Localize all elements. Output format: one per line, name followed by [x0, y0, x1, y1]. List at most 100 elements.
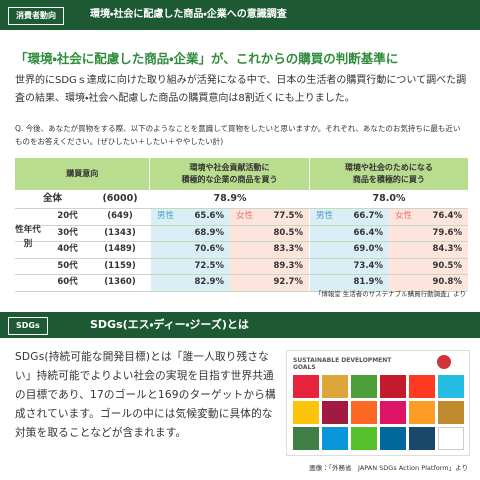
section-body: SDGs(持続可能な開発目標)とは「誰一人取り残さない」持続可能でよりよい社会の… [15, 351, 276, 439]
group-label: 性年代別 [15, 225, 41, 249]
age-label-cell: 60代 (1360) [15, 275, 150, 291]
age-rows: 性年代別 20代 (649) 男性 65.6% 女性 77.5% 男性 66.7% 女性 76.4%… [15, 209, 468, 292]
male-value: 68.9% [194, 227, 225, 238]
female-label: 女性 [395, 211, 413, 221]
source: 「博報堂 生活者のサステナブル購買行動調査」より [314, 290, 466, 298]
column-header-line: 環境や社会のためになる [344, 163, 433, 172]
value-cell: 男性 66.7% 女性 76.4% [309, 209, 468, 225]
male-value: 66.4% [353, 227, 384, 238]
female-value: 84.3% [432, 244, 463, 254]
sdg-tile [409, 375, 435, 398]
female-cell: 女性 77.5% [230, 209, 309, 225]
value-cell: 73.4% 90.5% [309, 258, 468, 274]
value-cell: 68.9% 80.5% [150, 225, 309, 241]
age-row: 60代 (1360) 82.9% 92.7% 81.9% 90.8% [15, 275, 468, 292]
age: 50代 [57, 260, 78, 271]
sdg-tile [438, 427, 464, 450]
logo-mark [437, 355, 451, 369]
sdg-tile [293, 375, 319, 398]
male-label: 男性 [316, 211, 334, 221]
female-cell: 84.3% [389, 242, 468, 258]
male-value: 69.0% [353, 244, 384, 254]
female-value: 92.7% [273, 277, 304, 287]
female-value: 79.6% [432, 227, 463, 238]
sample-size: (1360) [104, 277, 136, 287]
male-cell: 男性 65.6% [151, 209, 230, 225]
male-cell: 66.4% [310, 225, 389, 241]
total-row: 全体 (6000) 78.9% 78.0% [15, 190, 468, 209]
sample-size: (1159) [104, 260, 136, 271]
male-value: 65.6% [194, 211, 225, 221]
column-header: 環境や社会貢献活動に 積極的な企業の商品を買う [149, 158, 308, 190]
age-label-cell: 40代 (1489) [15, 242, 150, 258]
group-spacer [15, 275, 45, 291]
sdg-tile [438, 375, 464, 398]
column-header-line: 積極的な企業の商品を買う [181, 175, 278, 184]
value-cell: 70.6% 83.3% [150, 242, 309, 258]
female-value: 89.3% [273, 260, 304, 271]
header-bar: 消費者動向 環境・社会に配慮した商品・企業への意識調査 [0, 0, 480, 30]
male-cell: 82.9% [151, 275, 230, 291]
female-cell: 女性 76.4% [389, 209, 468, 225]
intro: 世界的にSDGｓ達成に向けた取り組みが活発になる中で、日本の生活者の購買行動につ… [15, 75, 467, 104]
section-title: SDGs(エス・ディー・ジーズ)とは [90, 318, 249, 331]
sdg-tile [380, 375, 406, 398]
total-label: 全体 [42, 193, 62, 204]
male-value: 72.5% [194, 260, 225, 271]
female-cell: 90.8% [389, 275, 468, 291]
total-value: 78.9% [150, 190, 309, 208]
total-n: (6000) [102, 193, 138, 204]
sdg-tile [351, 375, 377, 398]
header-tag: 消費者動向 [8, 7, 64, 25]
total-label-cell: 全体 (6000) [15, 190, 150, 208]
male-cell: 72.5% [151, 258, 230, 274]
age: 60代 [57, 277, 78, 287]
sdg-tile [293, 427, 319, 450]
value-cell: 69.0% 84.3% [309, 242, 468, 258]
sdg-tile [322, 375, 348, 398]
male-cell: 70.6% [151, 242, 230, 258]
value-cell: 82.9% 92.7% [150, 275, 309, 291]
header-row: 購買意向 環境や社会貢献活動に 積極的な企業の商品を買う 環境や社会のためになる 商品を… [15, 158, 468, 190]
female-cell: 92.7% [230, 275, 309, 291]
female-cell: 79.6% [389, 225, 468, 241]
sdg-tile [380, 401, 406, 424]
question: Q. 今後、あなたが買物をする際、以下のようなことを意識して買物をしたいと思いま… [15, 124, 461, 146]
column-header: 環境や社会のためになる 商品を積極的に買う [308, 158, 468, 190]
male-value: 82.9% [194, 277, 225, 287]
age: 30代 [57, 227, 78, 238]
female-value: 90.8% [432, 277, 463, 287]
value-cell: 81.9% 90.8% [309, 275, 468, 291]
corner: 購買意向 [66, 169, 99, 178]
sample-size: (1343) [104, 227, 136, 238]
age: 20代 [57, 211, 78, 221]
age-row: 20代 (649) 男性 65.6% 女性 77.5% 男性 66.7% 女性 76.4% [15, 209, 468, 226]
sdg-tile [409, 427, 435, 450]
female-value: 77.5% [273, 211, 304, 221]
sdg-tile [351, 401, 377, 424]
age-row: 40代 (1489) 70.6% 83.3% 69.0% 84.3% [15, 242, 468, 259]
group-spacer [15, 259, 45, 275]
age-row: 30代 (1343) 68.9% 80.5% 66.4% 79.6% [15, 225, 468, 242]
column-header-line: 環境や社会貢献活動に [189, 163, 270, 172]
sample-size: (1489) [104, 244, 136, 254]
value-cell: 66.4% 79.6% [309, 225, 468, 241]
sdg-image-title: SUSTAINABLE DEVELOPMENT GOALS [293, 357, 392, 371]
male-cell: 68.9% [151, 225, 230, 241]
sdg-tile [380, 427, 406, 450]
value-cell: 男性 65.6% 女性 77.5% [150, 209, 309, 225]
age-label-cell: 50代 (1159) [15, 259, 150, 275]
female-value: 76.4% [432, 211, 463, 221]
male-value: 70.6% [194, 244, 225, 254]
headline: 「環境・社会に配慮した商品・企業」が、これからの購買の判断基準に [15, 51, 399, 66]
age: 40代 [57, 244, 78, 254]
male-cell: 73.4% [310, 258, 389, 274]
age-label-cell: 30代 (1343) [15, 226, 150, 242]
female-cell: 90.5% [389, 258, 468, 274]
female-cell: 89.3% [230, 258, 309, 274]
total-value: 78.0% [309, 190, 468, 208]
male-label: 男性 [157, 211, 175, 221]
male-value: 66.7% [353, 211, 384, 221]
sample-size: (649) [107, 211, 133, 221]
sdg-image: SUSTAINABLE DEVELOPMENT GOALS [286, 350, 470, 456]
